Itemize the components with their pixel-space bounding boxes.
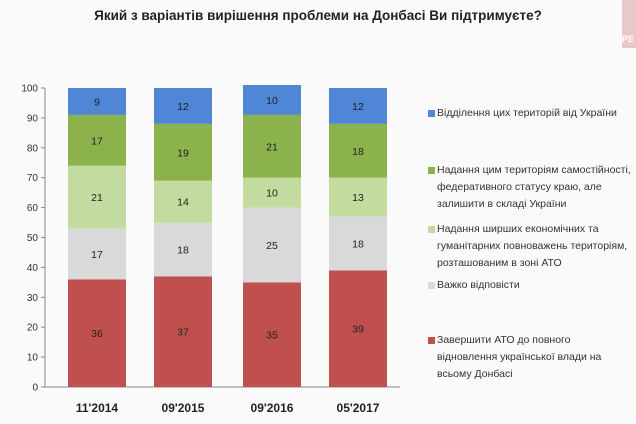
- y-tick-label: 20: [27, 323, 39, 334]
- data-label: 14: [177, 197, 189, 209]
- y-tick-label: 40: [27, 263, 39, 274]
- bar-segment: [154, 276, 212, 387]
- y-tick-label: 70: [27, 173, 39, 184]
- bar-segment: [154, 222, 212, 277]
- bar-segment: [68, 88, 126, 115]
- data-label: 21: [91, 192, 103, 204]
- y-tick-label: 30: [27, 293, 39, 304]
- y-tick-label: 60: [27, 203, 39, 214]
- bar-segment: [68, 114, 126, 166]
- y-tick-label: 0: [32, 383, 38, 394]
- bar-segment: [243, 282, 301, 387]
- bar-segment: [243, 177, 301, 208]
- legend-swatch: [428, 337, 435, 344]
- data-label: 21: [266, 141, 278, 153]
- y-tick-label: 10: [27, 353, 39, 364]
- y-tick-label: 90: [27, 113, 39, 124]
- bar-segment: [68, 228, 126, 280]
- data-label: 25: [266, 240, 278, 252]
- y-tick-label: 50: [27, 233, 39, 244]
- legend-item: Відділення цих територій від України: [428, 105, 633, 122]
- data-label: 19: [177, 147, 189, 159]
- bar-segment: [68, 279, 126, 387]
- legend-label: Відділення цих територій від України: [437, 107, 617, 119]
- y-tick-label: 100: [21, 84, 38, 95]
- data-label: 37: [177, 327, 189, 339]
- data-label: 36: [91, 328, 103, 340]
- legend-item: Надання цим територіям самостійності, фе…: [428, 162, 633, 213]
- x-tick-label: 05'2017: [337, 401, 380, 415]
- data-label: 18: [177, 244, 189, 256]
- data-label: 18: [352, 238, 364, 250]
- data-label: 39: [352, 324, 364, 336]
- bar-segment: [329, 88, 387, 124]
- data-label: 17: [91, 135, 103, 147]
- legend-item: Завершити АТО до повного відновлення укр…: [428, 332, 633, 383]
- data-label: 35: [266, 330, 278, 342]
- bar-segment: [154, 180, 212, 223]
- data-label: 12: [352, 101, 364, 113]
- bar-segment: [329, 123, 387, 178]
- data-label: 9: [94, 96, 100, 108]
- bar-segment: [243, 85, 301, 115]
- bar-segment: [329, 216, 387, 271]
- bar-segment: [329, 177, 387, 217]
- legend-item: Надання ширших економічних та гуманітарн…: [428, 221, 633, 272]
- data-label: 17: [91, 249, 103, 261]
- legend-swatch: [428, 282, 435, 289]
- legend-label: Важко відповісти: [437, 279, 520, 291]
- data-label: 12: [177, 101, 189, 113]
- x-tick-label: 09'2015: [162, 401, 205, 415]
- x-tick-label: 11'2014: [76, 401, 119, 415]
- legend-swatch: [428, 167, 435, 174]
- legend-swatch: [428, 110, 435, 117]
- data-label: 18: [352, 146, 364, 158]
- bar-segment: [243, 207, 301, 283]
- chart-title: Який з варіантів вирішення проблеми на Д…: [94, 8, 542, 23]
- data-label: 10: [266, 188, 278, 200]
- legend-swatch: [428, 226, 435, 233]
- channel-logo: РЕ: [622, 0, 636, 48]
- legend-item: Важко відповісти: [428, 277, 633, 294]
- y-tick-label: 80: [27, 143, 39, 154]
- data-label: 10: [266, 95, 278, 107]
- bar-segment: [329, 270, 387, 387]
- legend-label: Завершити АТО до повного відновлення укр…: [437, 334, 602, 380]
- bar-segment: [243, 114, 301, 178]
- bar-segment: [154, 88, 212, 124]
- x-tick-label: 09'2016: [251, 401, 294, 415]
- data-label: 13: [352, 192, 364, 204]
- legend-label: Надання цим територіям самостійності, фе…: [437, 164, 631, 210]
- bar-segment: [68, 165, 126, 229]
- bar-segment: [154, 123, 212, 181]
- legend-label: Надання ширших економічних та гуманітарн…: [437, 223, 628, 269]
